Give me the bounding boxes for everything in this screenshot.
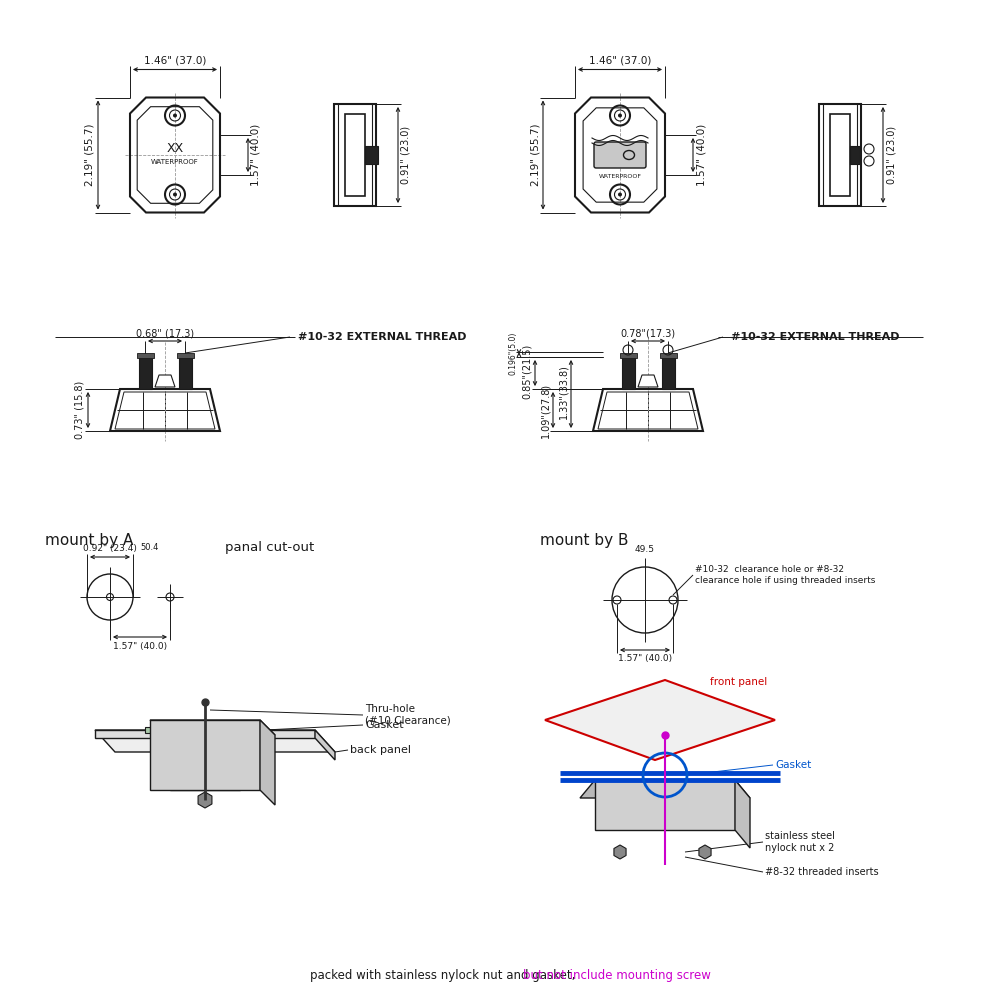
Polygon shape [614, 845, 626, 859]
Polygon shape [155, 375, 175, 387]
Text: 0.91" (23.0): 0.91" (23.0) [886, 126, 896, 184]
Text: 1.46" (37.0): 1.46" (37.0) [589, 55, 651, 66]
Text: 0.91" (23.0): 0.91" (23.0) [401, 126, 411, 184]
Bar [334, 104, 376, 206]
Circle shape [173, 113, 177, 117]
Polygon shape [638, 375, 658, 387]
Bar [660, 353, 676, 358]
Text: #8-32 threaded inserts: #8-32 threaded inserts [765, 867, 879, 877]
Polygon shape [260, 720, 275, 805]
Bar [138, 357, 152, 389]
Text: stainless steel
nylock nut x 2: stainless steel nylock nut x 2 [765, 831, 835, 853]
Polygon shape [198, 792, 212, 808]
Text: panal cut-out: panal cut-out [225, 540, 315, 554]
Text: 1.57" (40.0): 1.57" (40.0) [113, 642, 167, 650]
Polygon shape [315, 730, 335, 760]
Polygon shape [545, 680, 775, 760]
Text: XX: XX [605, 150, 621, 160]
Polygon shape [595, 780, 735, 830]
Bar [622, 357, 635, 389]
Bar [345, 114, 365, 196]
Bar [620, 353, 637, 358]
Text: mount by B: mount by B [540, 532, 629, 548]
Text: WATERPROOF: WATERPROOF [151, 159, 199, 165]
FancyBboxPatch shape [594, 142, 646, 168]
Polygon shape [735, 780, 750, 848]
Text: front panel: front panel [710, 677, 767, 687]
Text: 0.196"(5.0): 0.196"(5.0) [509, 331, 518, 375]
Text: #10-32 EXTERNAL THREAD: #10-32 EXTERNAL THREAD [298, 332, 466, 342]
Text: #10-32 EXTERNAL THREAD: #10-32 EXTERNAL THREAD [731, 332, 900, 342]
Text: 1.33"(33.8): 1.33"(33.8) [558, 365, 568, 419]
Text: Thru-hole
(#10 Clearance): Thru-hole (#10 Clearance) [365, 704, 451, 726]
Circle shape [173, 192, 177, 196]
Text: Gasket: Gasket [775, 760, 811, 770]
Text: 50.4: 50.4 [141, 544, 159, 552]
Text: 2.19" (55.7): 2.19" (55.7) [85, 124, 95, 186]
Text: 0.78"(17.3): 0.78"(17.3) [620, 329, 676, 339]
Text: XX: XX [166, 141, 184, 154]
Bar [136, 353, 154, 358]
Polygon shape [95, 730, 335, 752]
Text: 1.57" (40.0): 1.57" (40.0) [696, 124, 706, 186]
Polygon shape [580, 780, 750, 798]
Polygon shape [150, 720, 275, 735]
Text: mount by A: mount by A [45, 532, 133, 548]
Polygon shape [145, 727, 265, 733]
Text: 1.09"(27.8): 1.09"(27.8) [540, 382, 550, 438]
Text: Gasket: Gasket [365, 720, 404, 730]
Circle shape [618, 192, 622, 196]
Bar [819, 104, 861, 206]
Text: back panel: back panel [350, 745, 411, 755]
Bar [176, 353, 194, 358]
Text: packed with stainless nylock nut and gasket,: packed with stainless nylock nut and gas… [310, 968, 575, 982]
Polygon shape [699, 845, 711, 859]
Text: 2.19" (55.7): 2.19" (55.7) [530, 124, 540, 186]
Polygon shape [95, 730, 315, 738]
Bar [365, 146, 378, 164]
Polygon shape [150, 720, 260, 790]
Text: 1.46" (37.0): 1.46" (37.0) [144, 55, 206, 66]
Polygon shape [170, 760, 240, 790]
Text: 0.92" (23.4): 0.92" (23.4) [83, 544, 137, 552]
Bar [850, 146, 860, 164]
Circle shape [618, 113, 622, 117]
Text: 49.5: 49.5 [635, 546, 655, 554]
Bar [178, 357, 192, 389]
Text: 1.57" (40.0): 1.57" (40.0) [251, 124, 261, 186]
Text: 0.85"(21.5): 0.85"(21.5) [522, 343, 532, 399]
Text: 0.73" (15.8): 0.73" (15.8) [75, 381, 85, 439]
Text: #10-32  clearance hole or #8-32
clearance hole if using threaded inserts: #10-32 clearance hole or #8-32 clearance… [695, 565, 875, 585]
Text: WATERPROOF: WATERPROOF [598, 174, 642, 180]
Text: but not include mounting screw: but not include mounting screw [523, 968, 711, 982]
Bar [830, 114, 850, 196]
Bar [662, 357, 674, 389]
Text: 0.68" (17.3): 0.68" (17.3) [136, 329, 194, 339]
Text: 1.57" (40.0): 1.57" (40.0) [618, 654, 672, 664]
